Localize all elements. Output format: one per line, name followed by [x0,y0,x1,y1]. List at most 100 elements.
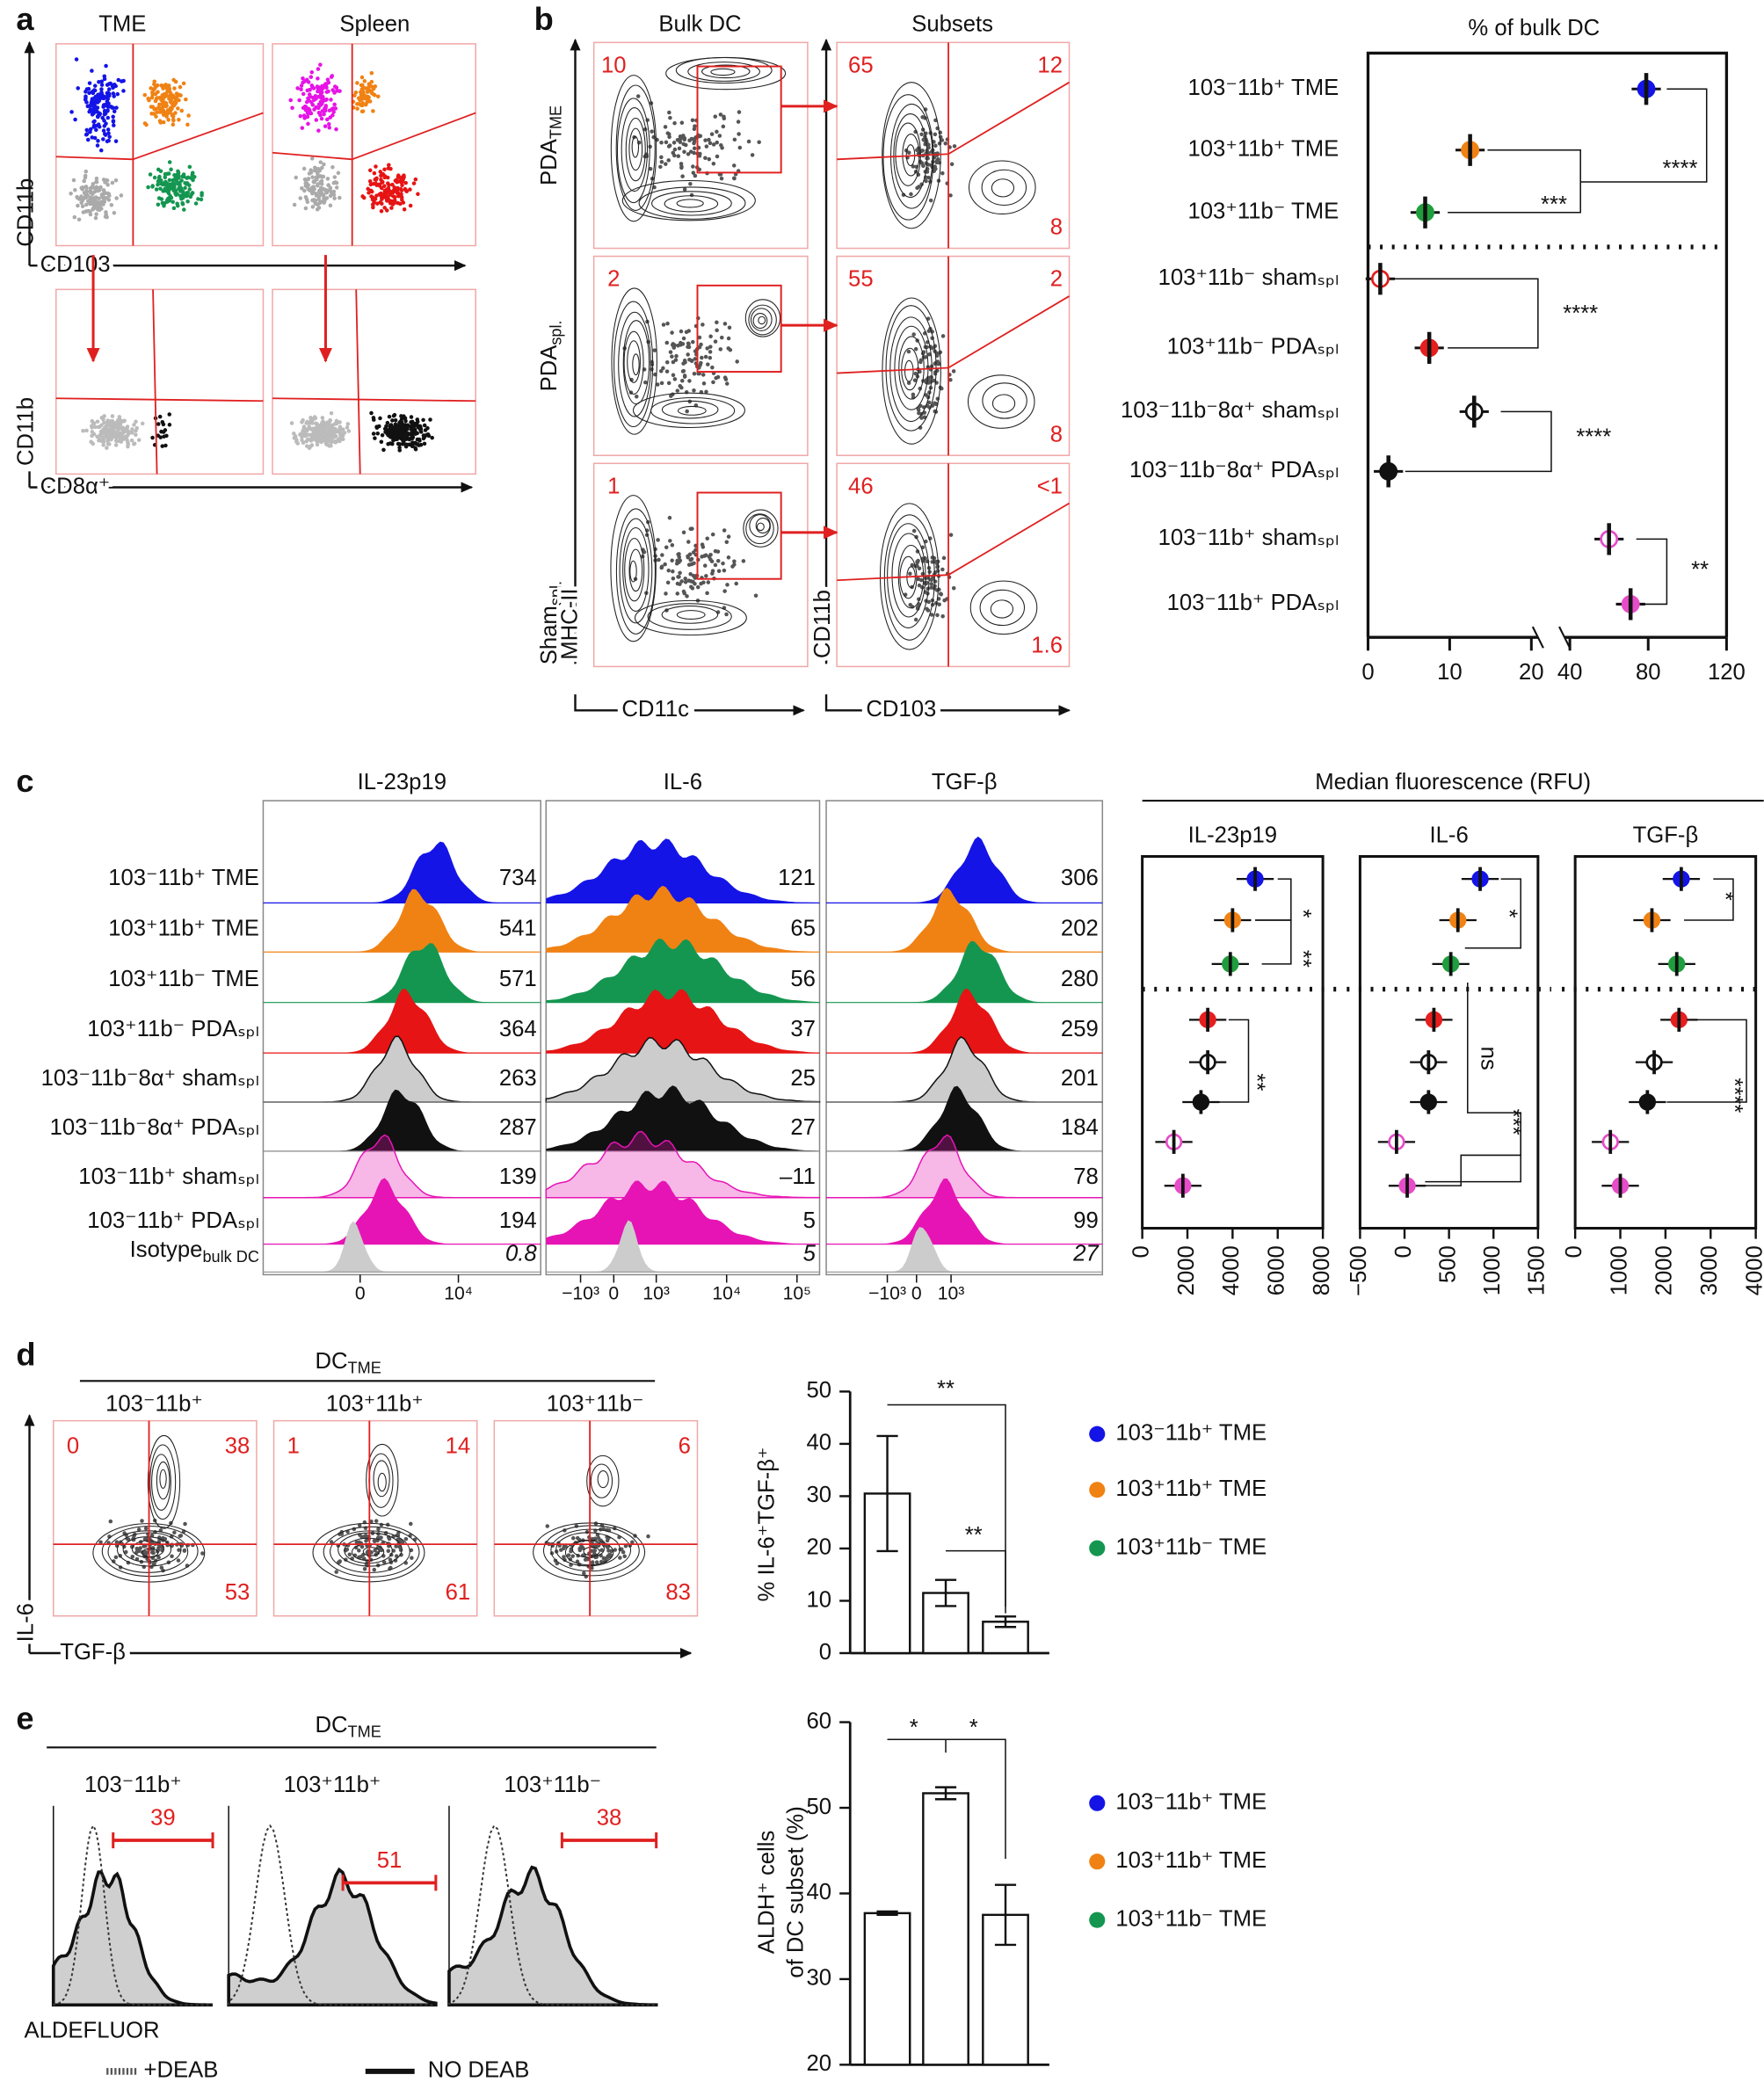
axis-break [1531,626,1544,649]
event-dot [111,120,116,124]
event-dot [152,175,157,180]
event-dot [367,178,373,184]
gate-line [55,156,134,161]
contour [611,287,657,435]
axis-tick-label: 0 [355,1284,366,1304]
event-dot [108,1519,113,1524]
contour [366,1443,399,1517]
event-dot [599,1548,604,1553]
event-dot [921,163,926,169]
event-dot [399,180,404,185]
histogram [545,1037,821,1103]
event-dot [687,399,693,404]
event-dot [89,439,93,444]
event-dot [426,433,432,439]
y-tick-label: 30 [807,1966,832,1991]
event-dot [375,431,381,436]
event-dot [716,569,722,573]
event-dot [324,433,330,438]
contour [618,311,651,417]
column-title: IL-23p19 [358,770,446,794]
event-dot [306,121,310,127]
event-dot [109,105,113,109]
histogram [263,841,541,903]
event-dot [914,534,918,540]
event-dot [722,375,728,380]
event-dot [686,152,691,156]
event-dot [103,133,108,137]
event-dot [710,571,715,576]
event-dot [303,180,309,185]
event-dot [320,165,324,170]
plot-frame [493,1419,699,1617]
event-dot [295,86,300,91]
x-tick-label: 80 [1636,660,1661,685]
subset-title: 103⁻11b⁺ [84,1773,182,1797]
event-dot [686,345,692,350]
event-dot [90,135,95,140]
contour [677,405,707,416]
event-dot [167,90,172,94]
row-label-main: Isotype [130,1237,203,1262]
event-dot [309,427,314,432]
event-dot [369,189,374,194]
event-dot [334,180,339,185]
chart-title: IL-23p19 [1188,823,1277,848]
event-dot [169,167,173,172]
event-dot [384,424,388,429]
event-dot [292,202,297,207]
histogram-value: 0.8 [505,1242,537,1266]
event-dot [346,429,352,433]
event-dot [332,196,337,200]
significance-bracket [887,1404,1006,1614]
event-dot [76,86,80,91]
event-dot [918,359,923,365]
event-dot [701,381,707,386]
x-tick-label: 6000 [1265,1245,1289,1295]
event-dot [160,96,165,101]
event-dot [166,118,171,122]
event-dot [715,559,721,563]
event-dot [690,118,695,123]
contour [967,374,1035,429]
event-dot [301,440,306,446]
event-dot [590,1566,594,1571]
event-dot [360,86,366,91]
x-tick-label: 1000 [1480,1245,1505,1295]
event-dot [940,386,944,391]
event-dot [692,150,696,156]
event-dot [393,417,398,423]
event-dot [83,175,88,180]
event-dot [679,120,685,125]
event-dot [311,185,316,190]
event-dot [327,126,331,130]
event-dot [659,564,664,569]
event-dot [156,422,161,426]
event-dot [919,416,924,420]
event-dot [154,84,158,89]
event-dot [311,198,316,202]
event-dot [329,98,333,102]
event-dot [398,192,403,198]
legend-label: 103⁺11b⁺ TME [1115,1476,1267,1501]
event-dot [332,175,338,179]
event-dot [345,425,350,430]
event-dot [158,435,163,439]
event-dot [94,185,99,190]
event-dot [951,369,956,374]
event-dot [666,158,671,163]
event-dot [908,602,912,607]
event-dot [336,170,341,176]
event-dot [917,410,921,416]
event-dot [354,1540,359,1545]
x-tick-label: 0 [1129,1245,1153,1258]
contour [621,179,756,221]
event-dot [376,1527,381,1532]
event-dot [328,418,332,424]
event-dot [171,206,177,211]
event-dot [322,112,326,117]
gate-value: 2 [1050,267,1063,292]
contour [631,135,640,158]
event-dot [403,418,408,424]
event-dot [683,580,688,584]
